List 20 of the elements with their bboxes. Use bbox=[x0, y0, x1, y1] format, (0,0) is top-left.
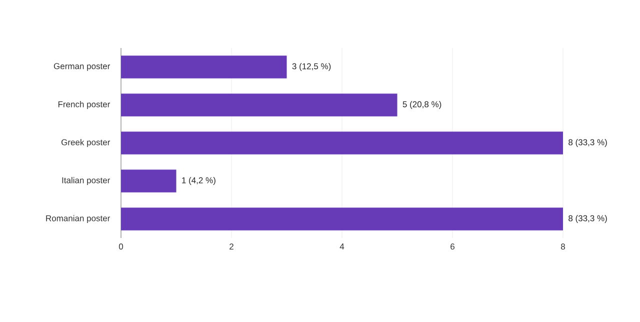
bar bbox=[121, 94, 398, 116]
y-tick-label: Greek poster bbox=[61, 139, 110, 147]
x-tick-label: 4 bbox=[340, 244, 344, 250]
y-tick-label: Italian poster bbox=[62, 177, 110, 185]
data-label: 8 (33,3 %) bbox=[568, 215, 607, 223]
bar bbox=[121, 132, 563, 154]
y-tick-label: German poster bbox=[54, 63, 110, 71]
x-tick-label: 0 bbox=[118, 244, 124, 250]
x-tick-label: 2 bbox=[230, 244, 234, 250]
x-tick-label: 8 bbox=[561, 244, 565, 250]
x-tick-label: 6 bbox=[450, 244, 454, 250]
data-label: 1 (4,2 %) bbox=[182, 177, 216, 185]
bar bbox=[121, 208, 563, 230]
data-label: 3 (12,5 %) bbox=[292, 63, 331, 71]
data-label: 5 (20,8 %) bbox=[402, 101, 442, 109]
y-tick-label: French poster bbox=[58, 101, 110, 109]
data-label: 8 (33,3 %) bbox=[568, 139, 607, 147]
y-tick-label: Romanian poster bbox=[46, 215, 110, 223]
bar bbox=[121, 170, 176, 192]
bar bbox=[121, 56, 287, 78]
